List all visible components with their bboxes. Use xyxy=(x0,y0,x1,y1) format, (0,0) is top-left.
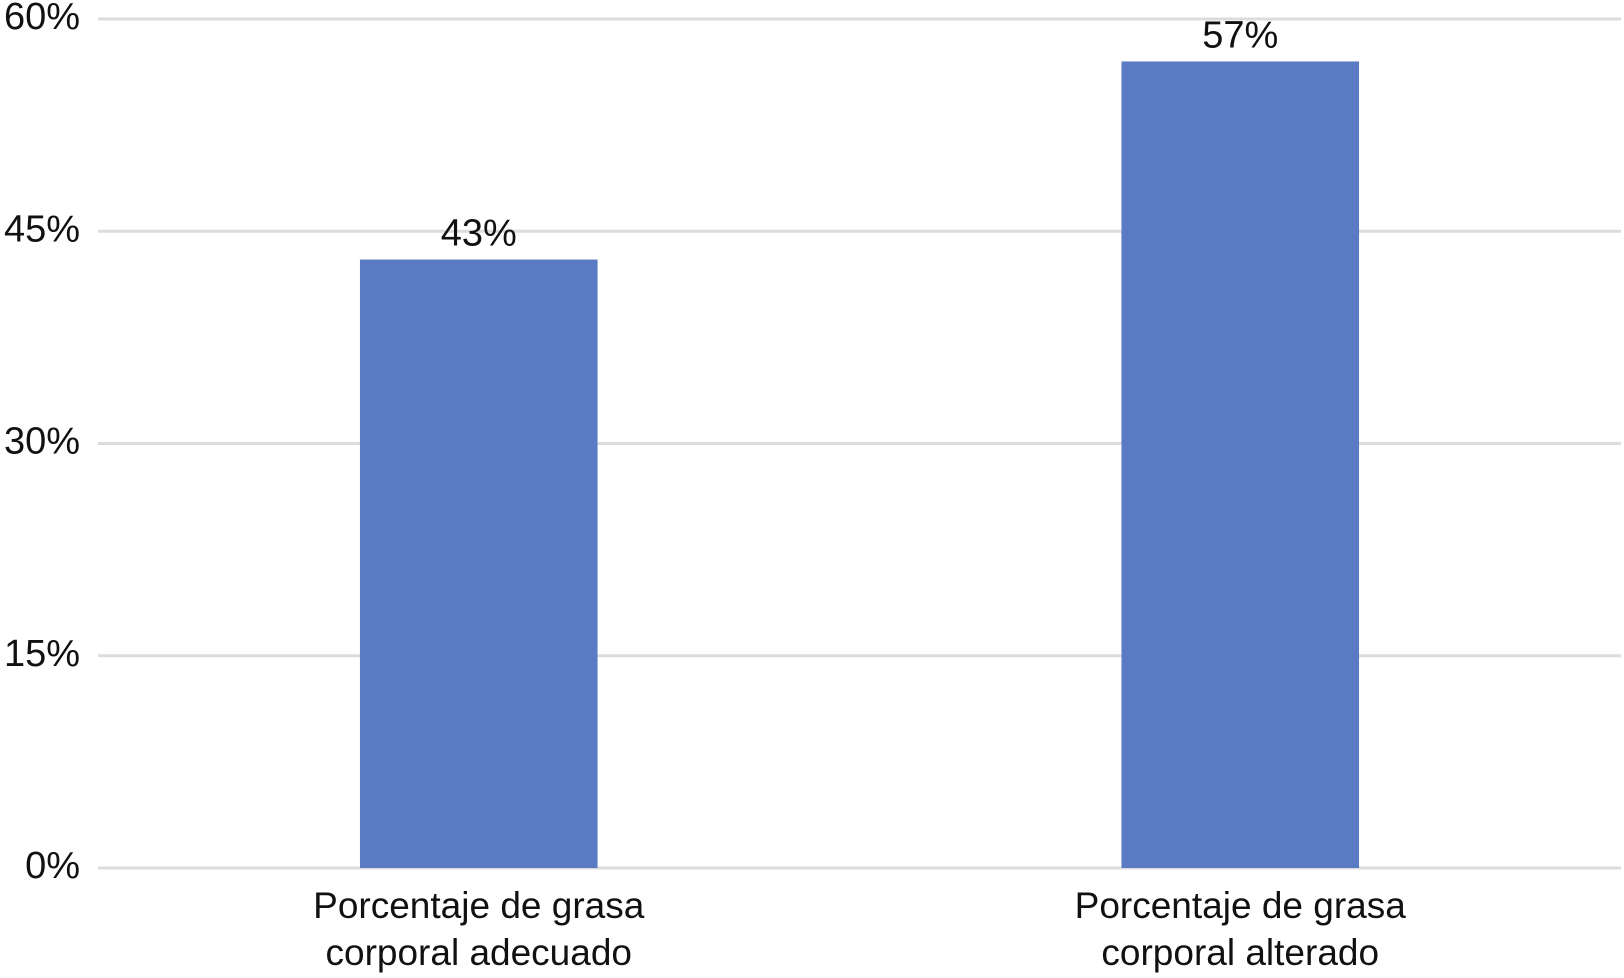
data-label: 57% xyxy=(1202,14,1278,56)
x-tick-label: Porcentaje de grasa corporal adecuado xyxy=(313,885,645,973)
y-tick-label: 30% xyxy=(4,421,80,463)
bar xyxy=(1121,61,1360,868)
bar xyxy=(359,259,598,868)
x-tick-label: Porcentaje de grasa corporal alterado xyxy=(1074,885,1406,973)
y-tick-label: 0% xyxy=(25,845,80,887)
y-tick-label: 60% xyxy=(4,0,80,38)
y-tick-label: 45% xyxy=(4,208,80,250)
y-tick-label: 15% xyxy=(4,633,80,675)
data-label: 43% xyxy=(441,213,517,255)
